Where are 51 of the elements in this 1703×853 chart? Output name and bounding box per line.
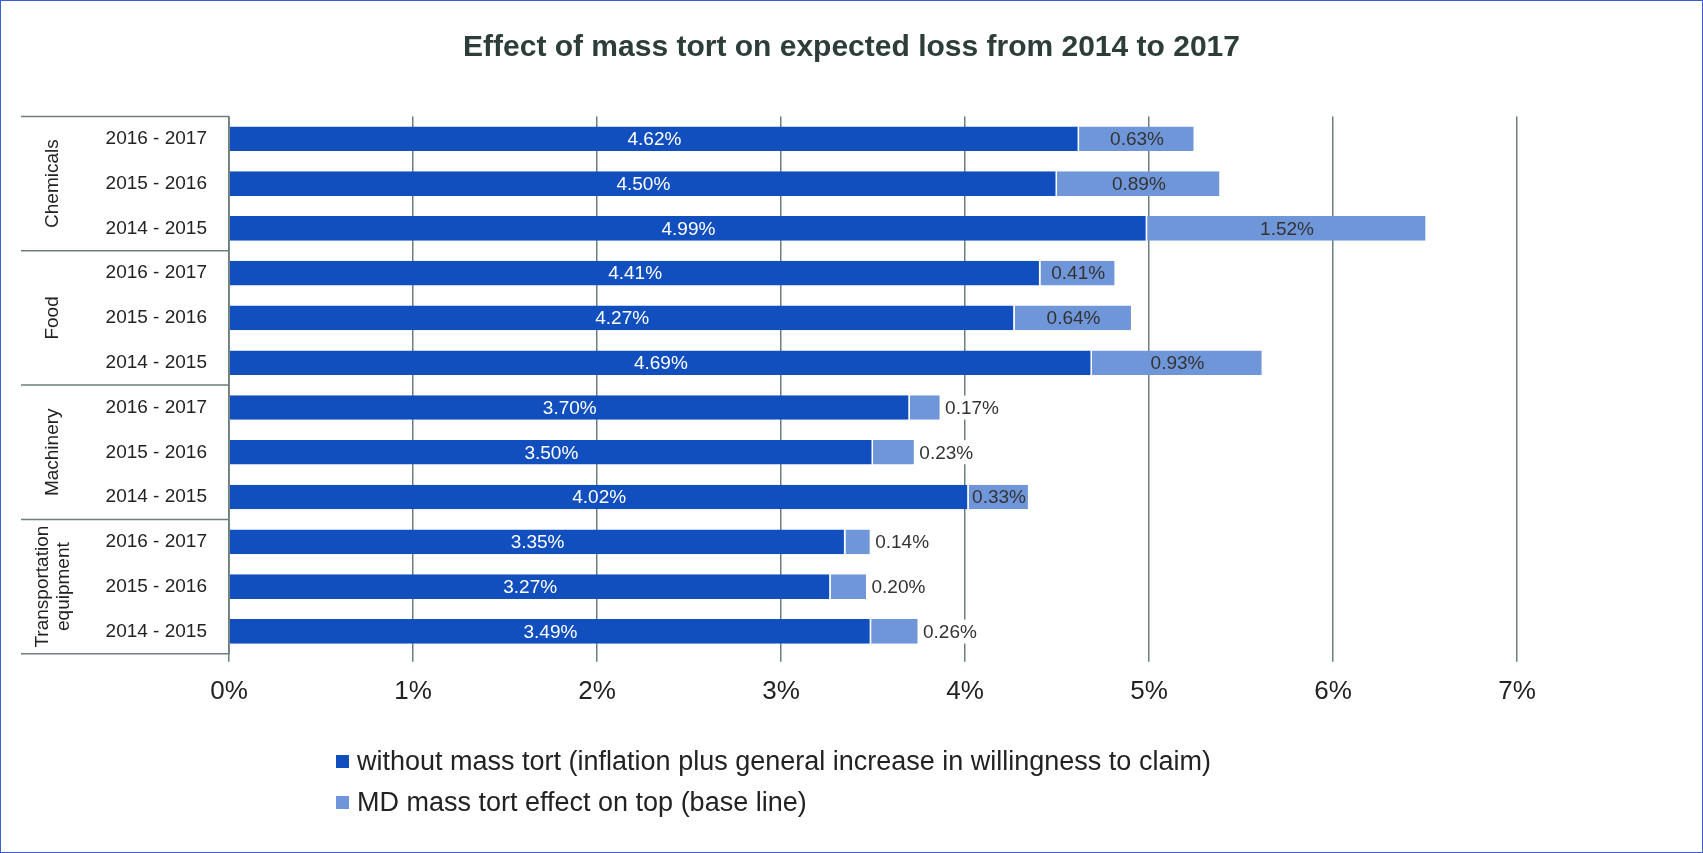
- y-tick-label: 2016 - 2017: [105, 530, 207, 552]
- x-tick-label: 4%: [946, 674, 984, 705]
- data-label: 0.23%: [919, 441, 974, 463]
- data-label: 0.20%: [871, 575, 926, 597]
- y-tick-label: 2014 - 2015: [105, 619, 207, 641]
- x-tick-label: 2%: [578, 674, 616, 705]
- data-label: 0.63%: [1110, 128, 1165, 150]
- x-tick-label: 3%: [762, 674, 800, 705]
- data-label: 4.69%: [633, 351, 688, 373]
- data-label: 0.89%: [1111, 172, 1166, 194]
- data-label: 1.52%: [1260, 217, 1315, 239]
- text: Transportation equipment: [30, 525, 73, 648]
- text: Chemicals: [41, 139, 63, 228]
- y-tick-label: 2016 - 2017: [105, 395, 207, 417]
- legend-label: MD mass tort effect on top (base line): [357, 787, 807, 818]
- y-tick-label: 2015 - 2016: [105, 440, 207, 462]
- data-label: 0.64%: [1046, 307, 1101, 329]
- data-label: 4.02%: [572, 486, 627, 508]
- data-label: 4.41%: [608, 262, 663, 284]
- y-tick-label: 2014 - 2015: [105, 350, 207, 372]
- y-tick-label: 2014 - 2015: [105, 216, 207, 238]
- legend-label: without mass tort (inflation plus general increase in willingness to claim): [357, 746, 1211, 777]
- y-tick-label: 2015 - 2016: [105, 171, 207, 193]
- data-label: 0.17%: [945, 396, 1000, 418]
- text: Machinery: [41, 407, 63, 497]
- data-label: 0.14%: [875, 531, 930, 553]
- y-tick-label: 2016 - 2017: [105, 127, 207, 149]
- y-tick-label: 2015 - 2016: [105, 306, 207, 328]
- data-label: 0.41%: [1051, 262, 1106, 284]
- data-label: 4.62%: [627, 128, 682, 150]
- data-label: 0.26%: [923, 620, 977, 642]
- chart-title: Effect of mass tort on expected loss from 2014 to 2017: [462, 29, 1241, 63]
- data-label: 0.33%: [972, 486, 1027, 508]
- x-tick-label: 5%: [1130, 674, 1168, 705]
- data-label: 3.50%: [524, 441, 579, 463]
- y-tick-label: 2015 - 2016: [105, 574, 207, 596]
- text: Food: [41, 296, 63, 340]
- data-label: 4.27%: [595, 307, 650, 329]
- y-tick-label: 2014 - 2015: [105, 485, 207, 507]
- data-label: 4.50%: [616, 172, 671, 194]
- data-label: 3.70%: [542, 396, 597, 418]
- data-label: 4.99%: [661, 217, 716, 239]
- data-label: 3.49%: [523, 620, 578, 642]
- x-tick-label: 0%: [210, 674, 248, 705]
- x-tick-label: 7%: [1498, 674, 1536, 705]
- y-tick-label: 2016 - 2017: [105, 261, 207, 283]
- data-label: 0.93%: [1150, 351, 1205, 373]
- data-label: 3.35%: [510, 531, 565, 553]
- x-tick-label: 6%: [1314, 674, 1352, 705]
- x-tick-label: 1%: [394, 674, 432, 705]
- data-label: 3.27%: [503, 575, 558, 597]
